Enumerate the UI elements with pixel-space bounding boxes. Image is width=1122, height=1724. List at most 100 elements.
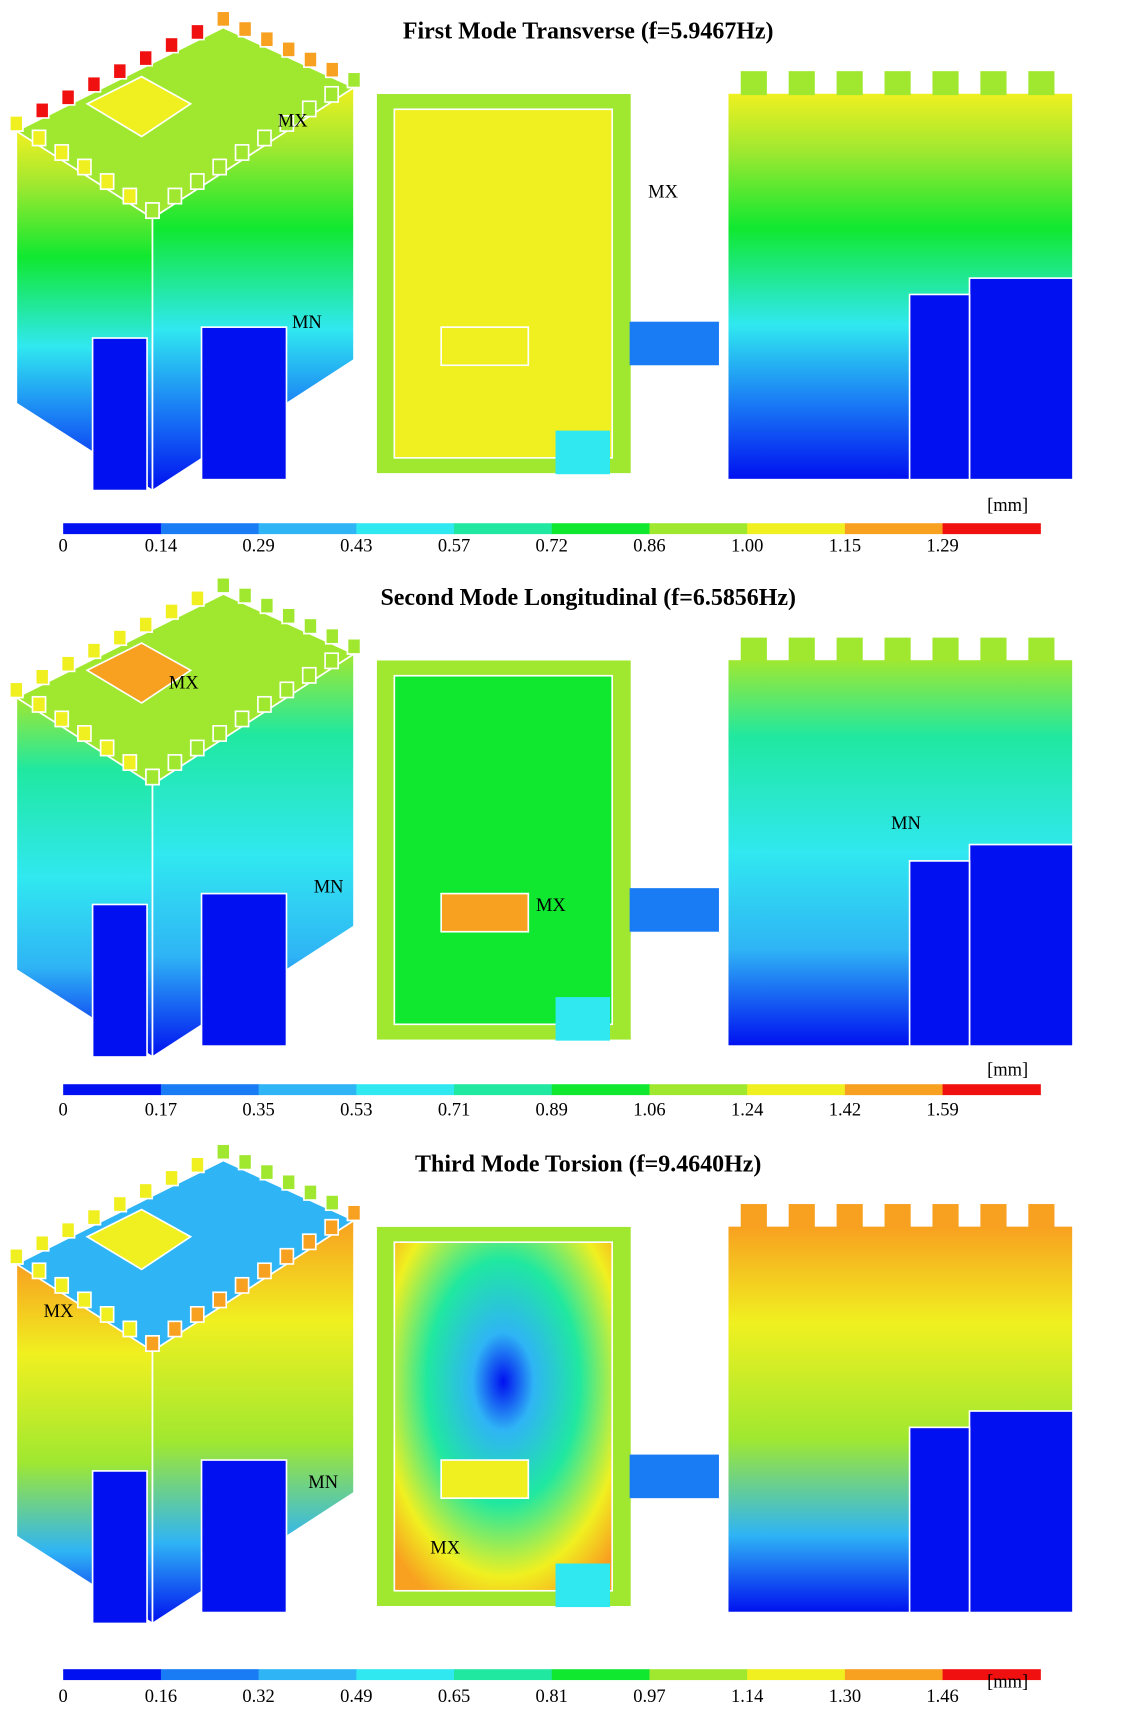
colorbar-tick-label: 0.53 xyxy=(340,1101,372,1121)
battlement xyxy=(217,1144,230,1159)
battlement xyxy=(191,740,204,755)
elevation-wall xyxy=(910,294,970,479)
battlement xyxy=(303,668,316,683)
extreme-label: MX xyxy=(648,182,678,202)
annex-block xyxy=(93,904,147,1057)
elevation-merlon xyxy=(837,71,863,95)
battlement xyxy=(165,37,178,52)
elevation-merlon xyxy=(885,638,911,662)
battlement xyxy=(304,1185,317,1200)
battlement xyxy=(101,740,114,755)
battlement xyxy=(62,1223,75,1238)
battlement xyxy=(213,1292,226,1307)
colorbar-segment xyxy=(552,1669,650,1680)
battlement xyxy=(36,1236,49,1251)
colorbar-segment xyxy=(356,1669,454,1680)
battlement xyxy=(191,1307,204,1322)
battlement xyxy=(260,1164,273,1179)
battlement xyxy=(213,726,226,741)
extreme-label: MN xyxy=(308,1473,338,1493)
battlement xyxy=(32,1263,45,1278)
colorbar-segment xyxy=(552,1084,650,1095)
battlement xyxy=(146,769,159,784)
colorbar-tick-label: 0.14 xyxy=(145,536,177,556)
battlement xyxy=(258,697,271,712)
colorbar-unit: [mm] xyxy=(987,1060,1028,1080)
colorbar-segment xyxy=(259,523,357,534)
battlement xyxy=(258,130,271,145)
battlement xyxy=(32,130,45,145)
elevation-merlon xyxy=(837,638,863,662)
battlement xyxy=(165,604,178,619)
battlement xyxy=(236,145,249,160)
elevation-annex xyxy=(969,845,1072,1047)
colorbar-unit: [mm] xyxy=(987,1673,1028,1693)
colorbar-tick-label: 1.59 xyxy=(926,1101,958,1121)
colorbar-tick-label: 0.97 xyxy=(633,1687,665,1707)
colorbar-tick-label: 1.15 xyxy=(829,536,861,556)
battlement xyxy=(260,32,273,47)
colorbar-segment xyxy=(356,1084,454,1095)
colorbar-tick-label: 0.65 xyxy=(438,1687,470,1707)
battlement xyxy=(326,1195,339,1210)
colorbar-segment xyxy=(161,523,259,534)
battlement xyxy=(260,598,273,613)
battlement xyxy=(87,1209,100,1224)
elevation-merlon xyxy=(885,1204,911,1228)
panel-title: Third Mode Torsion (f=9.4640Hz) xyxy=(415,1151,761,1177)
colorbar-tick-label: 1.06 xyxy=(633,1101,665,1121)
annex-block xyxy=(93,338,147,491)
battlement xyxy=(191,591,204,606)
colorbar-tick-label: 0.49 xyxy=(340,1687,372,1707)
battlement xyxy=(282,1175,295,1190)
battlement xyxy=(139,50,152,65)
colorbar-tick-label: 0.86 xyxy=(633,536,665,556)
colorbar-tick-label: 1.24 xyxy=(731,1101,763,1121)
elevation-merlon xyxy=(1028,1204,1054,1228)
extreme-label: MX xyxy=(278,112,308,132)
elevation-merlon xyxy=(932,638,958,662)
colorbar-segment xyxy=(552,523,650,534)
battlement xyxy=(347,639,360,654)
battlement xyxy=(78,159,91,174)
battlement xyxy=(168,188,181,203)
battlement xyxy=(217,578,230,593)
elevation-wall xyxy=(910,1427,970,1612)
figure: First Mode Transverse (f=5.9467Hz)MXMXMN… xyxy=(0,0,1122,1724)
extreme-label: MN xyxy=(292,313,322,333)
battlement xyxy=(217,11,230,26)
battlement xyxy=(10,682,23,697)
battlement xyxy=(78,1292,91,1307)
colorbar-tick-label: 1.46 xyxy=(926,1687,958,1707)
colorbar-segment xyxy=(845,523,943,534)
colorbar-segment xyxy=(63,1669,161,1680)
battlement xyxy=(139,1183,152,1198)
colorbar-segment xyxy=(454,1084,552,1095)
plan-block xyxy=(441,1460,528,1498)
plan-block xyxy=(441,894,528,932)
elevation-merlon xyxy=(741,638,767,662)
colorbar-tick-label: 0.81 xyxy=(536,1687,568,1707)
extreme-label: MX xyxy=(430,1539,460,1559)
elevation-merlon xyxy=(1028,638,1054,662)
colorbar-tick-label: 1.30 xyxy=(829,1687,861,1707)
plan-block xyxy=(441,327,528,365)
colorbar-tick-label: 0.35 xyxy=(242,1101,274,1121)
battlement xyxy=(78,726,91,741)
plan-inner xyxy=(394,109,612,458)
battlement xyxy=(191,174,204,189)
elevation-wall xyxy=(910,861,970,1046)
plan-tab-bottom xyxy=(556,1564,610,1608)
elevation-merlon xyxy=(741,1204,767,1228)
elevation-merlon xyxy=(789,71,815,95)
battlement xyxy=(347,72,360,87)
elevation-merlon xyxy=(980,638,1006,662)
extreme-label: MN xyxy=(891,814,921,834)
battlement xyxy=(62,656,75,671)
battlement xyxy=(326,62,339,77)
plan-inner xyxy=(394,1242,612,1591)
battlement xyxy=(55,145,68,160)
battlement xyxy=(239,588,252,603)
colorbar-segment xyxy=(259,1084,357,1095)
battlement xyxy=(87,77,100,92)
